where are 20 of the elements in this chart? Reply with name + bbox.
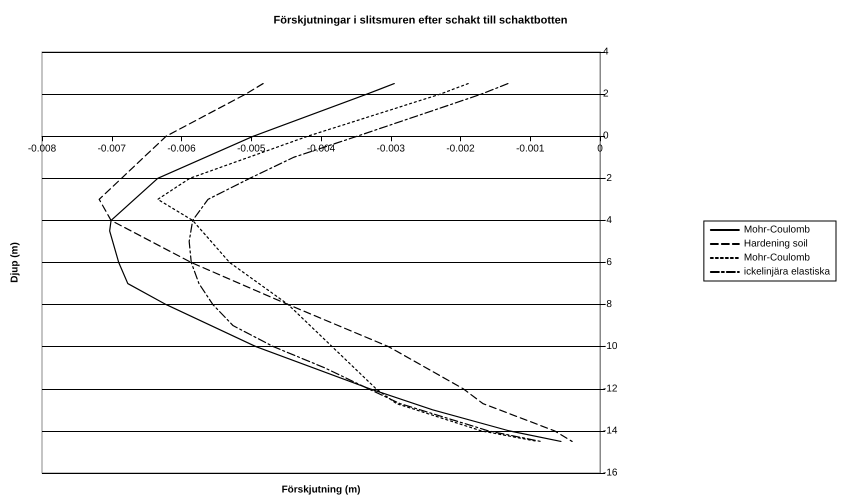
x-tick-label: -0.001 bbox=[516, 144, 545, 155]
y-axis-title: Djup (m) bbox=[10, 242, 20, 283]
x-tick-label: -0.007 bbox=[98, 144, 126, 155]
chart-title: Förskjutningar i slitsmuren efter schakt till schaktbotten bbox=[273, 14, 568, 26]
y-tick-label: -14 bbox=[603, 425, 618, 436]
y-tick-label: -16 bbox=[603, 468, 618, 478]
legend-label: Mohr-Coulomb bbox=[744, 224, 810, 236]
x-tick-label: -0.008 bbox=[28, 144, 57, 155]
legend-label: Hardening soil bbox=[744, 238, 808, 250]
x-tick-label: -0.006 bbox=[167, 144, 196, 155]
legend-label: ickelinjära elastiska bbox=[744, 266, 830, 278]
y-tick-label: -8 bbox=[603, 299, 612, 310]
x-tick-label: -0.002 bbox=[446, 144, 476, 155]
x-tick-label: -0.003 bbox=[376, 144, 406, 155]
y-tick-label: -6 bbox=[603, 257, 612, 268]
y-tick-label: -12 bbox=[603, 383, 618, 394]
y-tick-label: -10 bbox=[603, 341, 618, 352]
x-axis-title: Förskjutning (m) bbox=[282, 484, 360, 496]
x-tick-label: -0.005 bbox=[237, 144, 266, 155]
legend-label: Mohr-Coulomb bbox=[744, 252, 810, 264]
